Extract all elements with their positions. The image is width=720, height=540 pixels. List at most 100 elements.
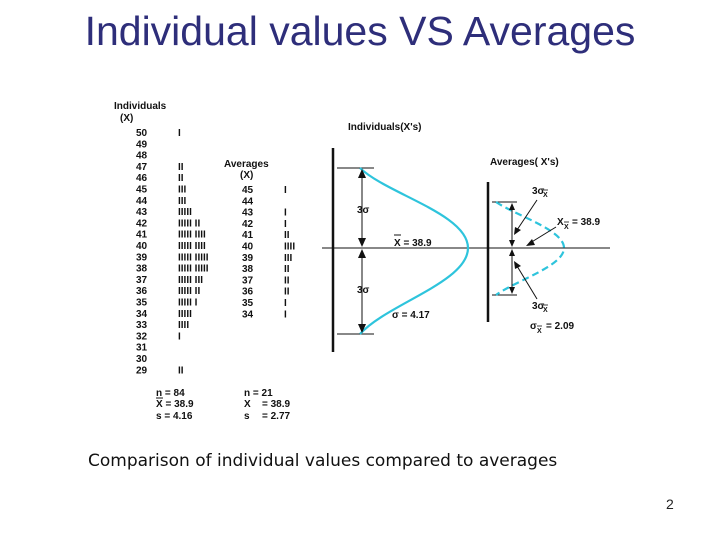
averages-tally-mark: II — [284, 275, 290, 286]
upper-subscript-x: X — [543, 192, 548, 199]
averages-scale-value: 36 — [242, 287, 254, 298]
individuals-scale-value: 45 — [136, 185, 148, 196]
individuals-tally-mark: II — [178, 173, 184, 184]
individuals-scale-value: 33 — [136, 320, 148, 331]
individuals-tally-mark: II — [178, 162, 184, 173]
distribution-figure: Individuals (X) 504948474645444342414039… — [112, 96, 610, 428]
avg-lower-arrow-head-bottom — [509, 287, 515, 294]
individuals-scale-value: 41 — [136, 230, 148, 241]
individuals-tally-mark: III — [178, 196, 187, 207]
avg-upper-arrow-head-top — [509, 203, 515, 210]
averages-tally-mark: III — [284, 253, 293, 264]
stat-averages-s-symbol: s — [244, 411, 250, 422]
individuals-scale-value: 36 — [136, 286, 148, 297]
individuals-tally-mark: IIIII II — [178, 218, 200, 229]
averages-mean-label: = 38.9 — [572, 217, 601, 228]
upper-arrow-head-top — [358, 169, 366, 178]
lower-3sigma-leader-head — [514, 261, 521, 269]
averages-tally-mark: I — [284, 185, 287, 196]
individuals-header: Individuals — [114, 101, 167, 112]
averages-tally-mark: I — [284, 309, 287, 320]
individuals-scale-value: 30 — [136, 354, 148, 365]
averages-normal-curve — [495, 201, 566, 296]
individuals-scale-value: 37 — [136, 275, 148, 286]
averages-header-sub: (X) — [240, 170, 253, 181]
averages-scale-value: 35 — [242, 298, 254, 309]
sigma-xbar-symbol: σ — [530, 321, 537, 332]
individuals-scale-value: 38 — [136, 264, 148, 275]
individuals-scale-value: 48 — [136, 151, 148, 162]
individuals-scale-value: 47 — [136, 162, 148, 173]
slide-title: Individual values VS Averages — [84, 8, 636, 54]
lower-arrow-head-top — [358, 249, 366, 258]
averages-mean-symbol: X — [557, 217, 564, 228]
stat-averages-mean-value: = 38.9 — [262, 399, 291, 410]
individuals-mean-label: X = 38.9 — [394, 238, 432, 249]
individuals-tally-mark: IIII — [178, 320, 189, 331]
averages-mean-subscript: X — [564, 224, 569, 231]
individuals-scale-value: 31 — [136, 343, 148, 354]
sigma-xbar-subscript: X — [537, 328, 542, 335]
stat-averages-s-value: = 2.77 — [262, 411, 291, 422]
avg-lower-arrow-head-top — [509, 249, 515, 256]
individuals-sigma-label: σ = 4.17 — [392, 310, 430, 321]
individuals-scale: 5049484746454443424140393837363534333231… — [136, 128, 148, 376]
stat-individuals-n: n = 84 — [156, 388, 185, 399]
page-number: 2 — [666, 496, 674, 512]
averages-scale-value: 44 — [242, 196, 254, 207]
lower-3sigma-leader — [516, 265, 538, 300]
individuals-scale-value: 43 — [136, 207, 148, 218]
individuals-tally-mark: IIIII I — [178, 298, 198, 309]
averages-tally-mark: II — [284, 287, 290, 298]
averages-lower-3sigma-label: 3σ — [532, 301, 545, 312]
averages-tally-mark: I — [284, 208, 287, 219]
averages-scale-value: 39 — [242, 253, 254, 264]
upper-arrow-head-bottom — [358, 238, 366, 247]
individuals-tally-mark: III — [178, 185, 187, 196]
upper-3sigma-leader-head — [514, 227, 521, 235]
averages-plot-title: Averages( X's) — [490, 157, 559, 168]
individuals-plot-title: Individuals(X's) — [348, 122, 422, 133]
individuals-scale-value: 35 — [136, 298, 148, 309]
averages-upper-3sigma-label: 3σ — [532, 186, 545, 197]
averages-header: Averages — [224, 159, 269, 170]
averages-scale-value: 41 — [242, 230, 254, 241]
individuals-scale-value: 50 — [136, 128, 148, 139]
individuals-tally-mark: II — [178, 365, 184, 376]
individuals-tally-mark: IIIII IIIII — [178, 264, 209, 275]
averages-scale-value: 40 — [242, 242, 254, 253]
individuals-scale-value: 46 — [136, 173, 148, 184]
averages-scale-value: 45 — [242, 185, 254, 196]
individuals-tally-mark: I — [178, 331, 181, 342]
averages-tally-mark: IIII — [284, 242, 295, 253]
individuals-tally-mark: IIIII — [178, 309, 192, 320]
avg-upper-arrow-head-bottom — [509, 240, 515, 247]
lower-subscript-x: X — [543, 307, 548, 314]
averages-sigma-label: = 2.09 — [546, 321, 575, 332]
stat-individuals-mean: X = 38.9 — [156, 399, 194, 410]
individuals-tally-mark: IIIII III — [178, 275, 203, 286]
individuals-tally-mark: IIIII — [178, 207, 192, 218]
lower-arrow-head-bottom — [358, 324, 366, 333]
individuals-tally-mark: I — [178, 128, 181, 139]
figure-caption: Comparison of individual values compared… — [88, 451, 558, 471]
upper-3sigma-label: 3σ — [357, 205, 370, 216]
mean-leader — [529, 226, 557, 244]
upper-3sigma-leader — [516, 199, 538, 231]
averages-scale-value: 34 — [242, 309, 254, 320]
lower-3sigma-label: 3σ — [357, 285, 370, 296]
individuals-scale-value: 44 — [136, 196, 148, 207]
individuals-normal-curve — [359, 167, 470, 335]
individuals-scale-value: 49 — [136, 139, 148, 150]
averages-tally-mark: I — [284, 219, 287, 230]
averages-tally-mark: I — [284, 298, 287, 309]
individuals-scale-value: 34 — [136, 309, 148, 320]
individuals-tally-mark: IIIII II — [178, 286, 200, 297]
averages-scale-value: 38 — [242, 264, 254, 275]
averages-tally-mark: II — [284, 264, 290, 275]
stat-averages-mean-symbol: X — [244, 399, 251, 410]
stat-averages-n: n = 21 — [244, 388, 273, 399]
